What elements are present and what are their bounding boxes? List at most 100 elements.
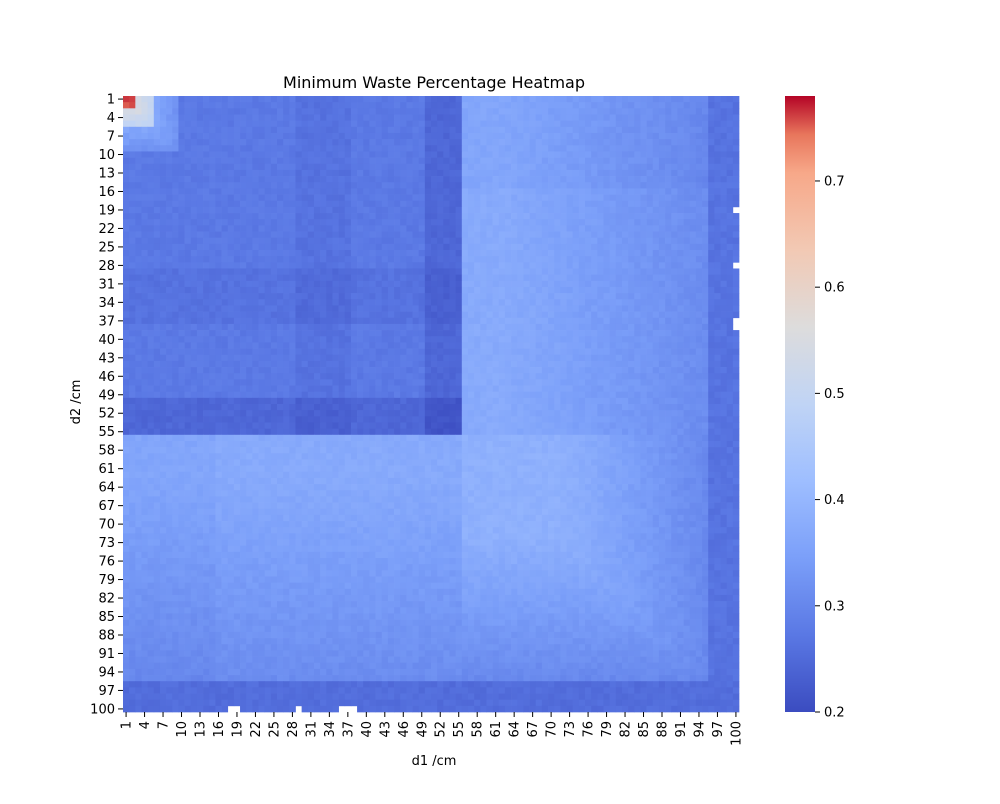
heatmap-cell bbox=[184, 188, 192, 195]
heatmap-cell bbox=[166, 391, 173, 399]
heatmap-cell bbox=[431, 348, 438, 356]
heatmap-cell bbox=[172, 163, 179, 171]
heatmap-cell bbox=[363, 108, 370, 115]
heatmap-cell bbox=[301, 280, 309, 288]
heatmap-cell bbox=[578, 274, 586, 282]
heatmap-cell bbox=[474, 379, 481, 386]
heatmap-cell bbox=[566, 102, 574, 109]
heatmap-cell bbox=[159, 373, 167, 380]
heatmap-cell bbox=[474, 373, 481, 380]
heatmap-cell bbox=[535, 373, 543, 380]
heatmap-cell bbox=[289, 151, 296, 158]
heatmap-cell bbox=[455, 213, 463, 220]
heatmap-cell bbox=[153, 102, 161, 109]
heatmap-cell bbox=[504, 132, 512, 140]
heatmap-cell bbox=[258, 391, 266, 399]
heatmap-cell bbox=[554, 182, 561, 189]
heatmap-cell bbox=[209, 256, 216, 263]
heatmap-cell bbox=[628, 225, 635, 232]
heatmap-cell bbox=[153, 354, 161, 362]
heatmap-cell bbox=[443, 102, 450, 109]
heatmap-cell bbox=[665, 188, 672, 195]
heatmap-cell bbox=[320, 342, 327, 349]
heatmap-cell bbox=[363, 132, 370, 140]
heatmap-cell bbox=[646, 336, 654, 343]
heatmap-cell bbox=[492, 323, 500, 331]
heatmap-cell bbox=[548, 354, 555, 362]
heatmap-cell bbox=[486, 385, 493, 393]
heatmap-cell bbox=[609, 250, 617, 257]
heatmap-cell bbox=[585, 213, 592, 220]
heatmap-cell bbox=[726, 108, 734, 115]
heatmap-cell bbox=[658, 145, 666, 152]
heatmap-cell bbox=[443, 206, 450, 214]
heatmap-cell bbox=[412, 299, 420, 306]
heatmap-cell bbox=[387, 299, 395, 306]
heatmap-cell bbox=[467, 373, 475, 380]
heatmap-cell bbox=[702, 286, 709, 294]
heatmap-cell bbox=[424, 268, 432, 275]
heatmap-cell bbox=[467, 176, 475, 183]
heatmap-cell bbox=[258, 157, 266, 165]
heatmap-cell bbox=[529, 348, 537, 356]
heatmap-cell bbox=[332, 169, 339, 177]
heatmap-cell bbox=[572, 305, 580, 312]
heatmap-cell bbox=[184, 237, 192, 245]
heatmap-cell bbox=[603, 145, 610, 152]
heatmap-cell bbox=[326, 206, 333, 214]
heatmap-cell bbox=[246, 206, 253, 214]
heatmap-cell bbox=[246, 145, 253, 152]
heatmap-cell bbox=[726, 200, 734, 208]
heatmap-cell bbox=[387, 194, 395, 202]
heatmap-cell bbox=[406, 96, 413, 103]
heatmap-cell bbox=[283, 268, 290, 275]
heatmap-cell bbox=[270, 96, 278, 103]
heatmap-cell bbox=[554, 274, 561, 282]
heatmap-cell bbox=[307, 145, 315, 152]
heatmap-cell bbox=[609, 200, 617, 208]
heatmap-cell bbox=[621, 311, 629, 319]
heatmap-cell bbox=[363, 139, 370, 146]
heatmap-cell bbox=[190, 311, 198, 319]
heatmap-cell bbox=[560, 268, 567, 275]
heatmap-cell bbox=[449, 348, 456, 356]
heatmap-cell bbox=[609, 145, 617, 152]
heatmap-cell bbox=[621, 262, 629, 269]
heatmap-cell bbox=[252, 206, 259, 214]
heatmap-cell bbox=[683, 268, 691, 275]
heatmap-cell bbox=[338, 102, 346, 109]
heatmap-cell bbox=[585, 219, 592, 226]
heatmap-cell bbox=[597, 268, 604, 275]
heatmap-cell bbox=[474, 367, 481, 374]
heatmap-cell bbox=[492, 348, 500, 356]
heatmap-cell bbox=[504, 280, 512, 288]
heatmap-cell bbox=[159, 280, 167, 288]
heatmap-cell bbox=[190, 336, 198, 343]
heatmap-cell bbox=[467, 200, 475, 208]
heatmap-cell bbox=[301, 157, 309, 165]
heatmap-cell bbox=[554, 213, 561, 220]
heatmap-cell bbox=[585, 163, 592, 171]
heatmap-cell bbox=[240, 323, 247, 331]
heatmap-cell bbox=[350, 243, 358, 251]
heatmap-cell bbox=[295, 311, 302, 319]
heatmap-cell bbox=[646, 151, 654, 158]
heatmap-cell bbox=[159, 237, 167, 245]
heatmap-cell bbox=[233, 317, 241, 325]
heatmap-cell bbox=[400, 280, 407, 288]
heatmap-cell bbox=[708, 397, 715, 405]
heatmap-cell bbox=[603, 250, 610, 257]
heatmap-cell bbox=[184, 114, 192, 121]
heatmap-cell bbox=[683, 182, 691, 189]
heatmap-cell bbox=[504, 379, 512, 386]
heatmap-cell bbox=[628, 126, 635, 134]
heatmap-cell bbox=[474, 102, 481, 109]
heatmap-cell bbox=[677, 231, 684, 239]
heatmap-cell bbox=[196, 163, 204, 171]
heatmap-cell bbox=[628, 237, 635, 245]
heatmap-cell bbox=[671, 330, 678, 337]
heatmap-cell bbox=[492, 336, 500, 343]
heatmap-cell bbox=[504, 274, 512, 282]
heatmap-cell bbox=[196, 237, 204, 245]
heatmap-cell bbox=[215, 157, 222, 165]
